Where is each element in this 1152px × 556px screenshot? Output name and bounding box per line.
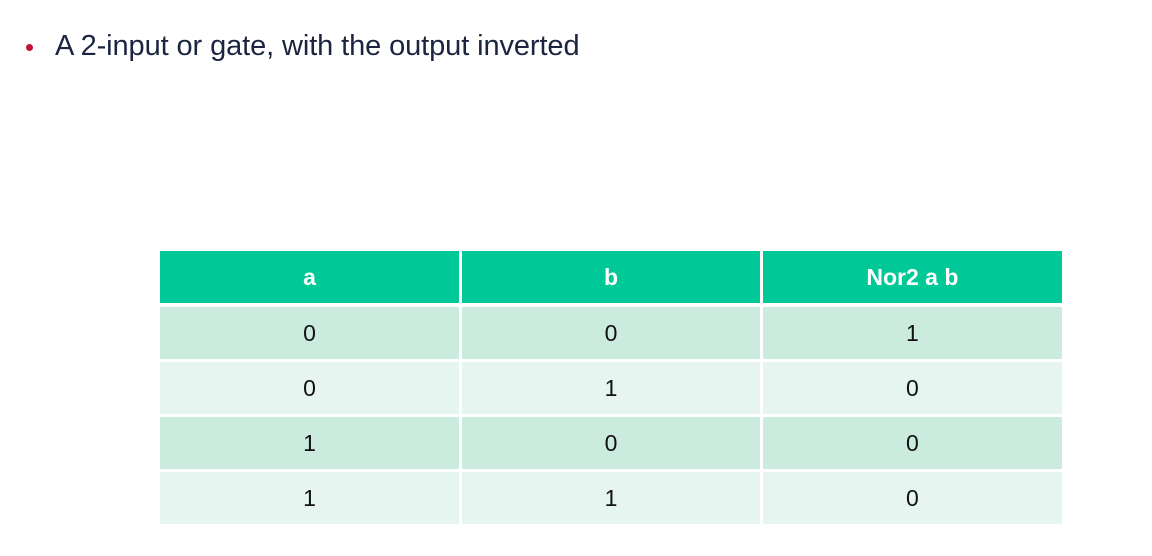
cell-output: 0 [759,470,1062,524]
cell-a: 1 [160,415,463,472]
cell-a: 0 [160,305,463,362]
cell-a: 1 [160,470,463,524]
table-header-row: a b Nor2 a b [160,251,1062,307]
table-row: 1 0 0 [160,415,1062,472]
bullet-text: A 2-input or gate, with the output inver… [55,29,580,62]
cell-a: 0 [160,360,463,417]
cell-b: 1 [459,470,763,524]
table-row: 1 1 0 [160,470,1062,524]
bullet-dot-icon [26,43,33,51]
nor-truth-table: a b Nor2 a b 0 0 1 0 1 0 1 0 0 1 1 0 [160,251,1062,524]
table-row: 0 1 0 [160,360,1062,417]
cell-b: 0 [459,415,763,472]
header-b: b [459,251,763,307]
table-row: 0 0 1 [160,305,1062,362]
cell-b: 0 [459,305,763,362]
header-output: Nor2 a b [759,251,1062,307]
header-a: a [160,251,463,307]
cell-b: 1 [459,360,763,417]
cell-output: 0 [759,360,1062,417]
bullet-item: A 2-input or gate, with the output inver… [26,24,580,68]
cell-output: 1 [759,305,1062,362]
cell-output: 0 [759,415,1062,472]
